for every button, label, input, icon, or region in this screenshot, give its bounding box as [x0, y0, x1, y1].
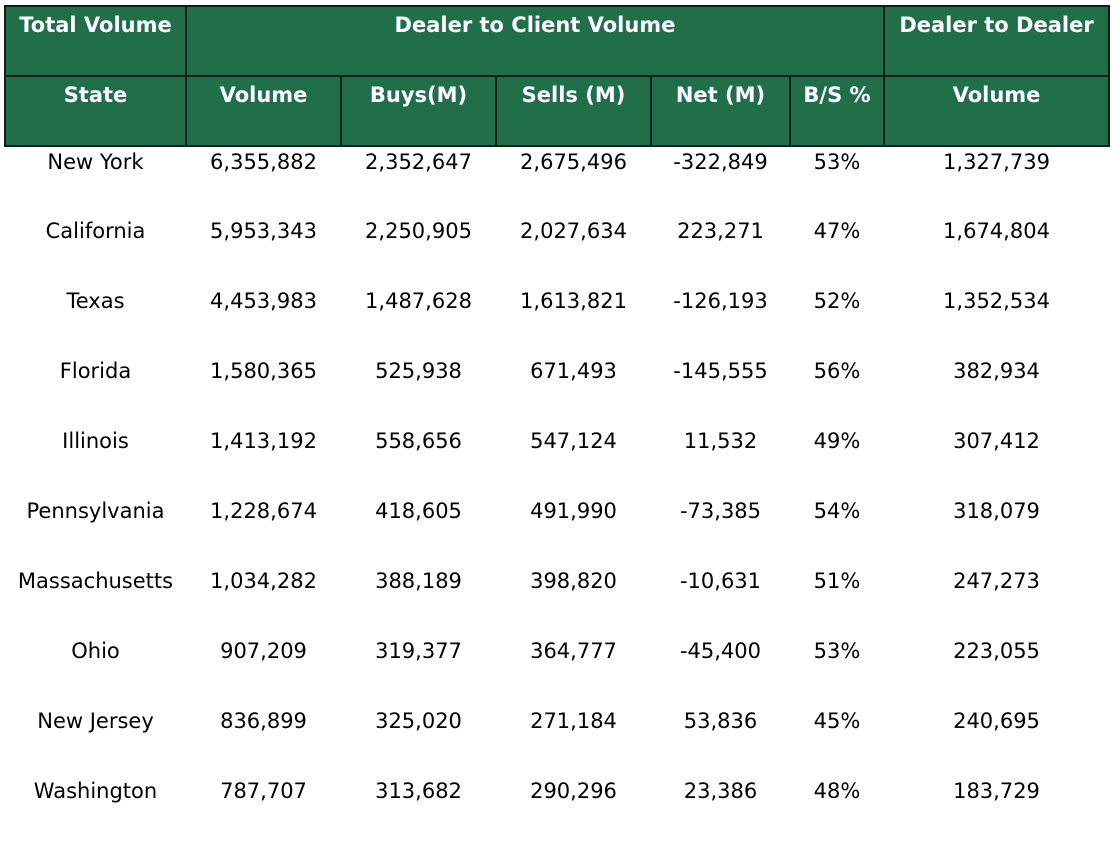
dealer-volume-cell: 247,273: [953, 569, 1040, 593]
state-cell: Washington: [33, 779, 158, 803]
state-cell: Ohio: [71, 639, 120, 663]
sells-cell: 2,027,634: [520, 219, 627, 243]
state-cell: Texas: [66, 289, 125, 313]
header-group-row: Total Volume Dealer to Client Volume Dea…: [4, 5, 1110, 77]
bs-percent-cell: 45%: [813, 709, 861, 733]
dealer-volume-cell: 382,934: [953, 359, 1040, 383]
dealer-to-dealer-header: Dealer to Dealer: [883, 5, 1110, 77]
buys-cell: 2,250,905: [365, 219, 472, 243]
bs-percent-cell: 48%: [813, 779, 861, 803]
dealer-volume-cell: 223,055: [953, 639, 1040, 663]
net-cell: -73,385: [679, 499, 762, 523]
sells-cell: 364,777: [530, 639, 617, 663]
net-cell: 23,386: [683, 779, 758, 803]
net-cell: -145,555: [673, 359, 768, 383]
net-cell: 53,836: [683, 709, 758, 733]
column-header-net: Net (M): [650, 75, 791, 147]
column-header-dealer-volume: Volume: [883, 75, 1110, 147]
table-row: Texas 4,453,983 1,487,628 1,613,821 -126,193…: [5, 286, 1109, 356]
bs-percent-cell: 47%: [813, 219, 861, 243]
table-row: Illinois 1,413,192 558,656 547,124 11,532 49%…: [5, 426, 1109, 496]
state-cell: New Jersey: [37, 709, 154, 733]
table-body: New York 6,355,882 2,352,647 2,675,496 -322,…: [5, 146, 1109, 846]
volume-cell: 6,355,882: [210, 150, 317, 174]
dealer-volume-cell: 183,729: [953, 779, 1040, 803]
volume-cell: 1,228,674: [210, 499, 317, 523]
bs-percent-cell: 49%: [813, 429, 861, 453]
table-row: New York 6,355,882 2,352,647 2,675,496 -322,…: [5, 146, 1109, 216]
volume-cell: 1,413,192: [210, 429, 317, 453]
buys-cell: 558,656: [375, 429, 462, 453]
table-row: Florida 1,580,365 525,938 671,493 -145,555 56…: [5, 356, 1109, 426]
buys-cell: 2,352,647: [365, 150, 472, 174]
column-header-sells: Sells (M): [495, 75, 652, 147]
header-column-row: State Volume Buys(M) Sells (M) Net (M) B…: [4, 75, 1110, 147]
table-row: Ohio 907,209 319,377 364,777 -45,400 53% 223,0…: [5, 636, 1109, 706]
sells-cell: 2,675,496: [520, 150, 627, 174]
sells-cell: 671,493: [530, 359, 617, 383]
bs-percent-cell: 53%: [813, 150, 861, 174]
net-cell: -10,631: [679, 569, 762, 593]
state-cell: Florida: [59, 359, 132, 383]
dealer-volume-cell: 1,327,739: [943, 150, 1050, 174]
state-cell: Illinois: [62, 429, 129, 453]
column-header-volume: Volume: [185, 75, 342, 147]
sells-cell: 398,820: [530, 569, 617, 593]
dealer-to-client-volume-header: Dealer to Client Volume: [185, 5, 885, 77]
buys-cell: 388,189: [375, 569, 462, 593]
sells-cell: 1,613,821: [520, 289, 627, 313]
state-volume-table: Total Volume Dealer to Client Volume Dea…: [4, 5, 1110, 846]
net-cell: -126,193: [673, 289, 768, 313]
bs-percent-cell: 53%: [813, 639, 861, 663]
sells-cell: 547,124: [530, 429, 617, 453]
column-header-buys: Buys(M): [340, 75, 497, 147]
bs-percent-cell: 54%: [813, 499, 861, 523]
buys-cell: 525,938: [375, 359, 462, 383]
net-cell: 11,532: [683, 429, 758, 453]
buys-cell: 313,682: [375, 779, 462, 803]
table-row: Washington 787,707 313,682 290,296 23,386 48%…: [5, 776, 1109, 846]
state-cell: New York: [47, 150, 144, 174]
dealer-volume-cell: 1,674,804: [943, 219, 1050, 243]
net-cell: 223,271: [677, 219, 764, 243]
volume-cell: 836,899: [220, 709, 307, 733]
buys-cell: 418,605: [375, 499, 462, 523]
net-cell: -322,849: [673, 150, 768, 174]
table-row: Pennsylvania 1,228,674 418,605 491,990 -73,3…: [5, 496, 1109, 566]
state-cell: Massachusetts: [17, 569, 174, 593]
buys-cell: 319,377: [375, 639, 462, 663]
volume-cell: 5,953,343: [210, 219, 317, 243]
state-cell: Pennsylvania: [26, 499, 165, 523]
volume-cell: 907,209: [220, 639, 307, 663]
sells-cell: 271,184: [530, 709, 617, 733]
table-row: California 5,953,343 2,250,905 2,027,634 223…: [5, 216, 1109, 286]
volume-cell: 787,707: [220, 779, 307, 803]
dealer-volume-cell: 318,079: [953, 499, 1040, 523]
total-volume-header: Total Volume: [4, 5, 187, 77]
table-row: New Jersey 836,899 325,020 271,184 53,836 45%…: [5, 706, 1109, 776]
column-header-state: State: [4, 75, 187, 147]
table-row: Massachusetts 1,034,282 388,189 398,820 -10,…: [5, 566, 1109, 636]
buys-cell: 1,487,628: [365, 289, 472, 313]
sells-cell: 290,296: [530, 779, 617, 803]
sells-cell: 491,990: [530, 499, 617, 523]
bs-percent-cell: 56%: [813, 359, 861, 383]
bs-percent-cell: 52%: [813, 289, 861, 313]
dealer-volume-cell: 307,412: [953, 429, 1040, 453]
volume-cell: 4,453,983: [210, 289, 317, 313]
dealer-volume-cell: 1,352,534: [943, 289, 1050, 313]
volume-cell: 1,580,365: [210, 359, 317, 383]
net-cell: -45,400: [679, 639, 762, 663]
column-header-bs-percent: B/S %: [789, 75, 885, 147]
buys-cell: 325,020: [375, 709, 462, 733]
volume-cell: 1,034,282: [210, 569, 317, 593]
state-cell: California: [45, 219, 146, 243]
dealer-volume-cell: 240,695: [953, 709, 1040, 733]
bs-percent-cell: 51%: [813, 569, 861, 593]
